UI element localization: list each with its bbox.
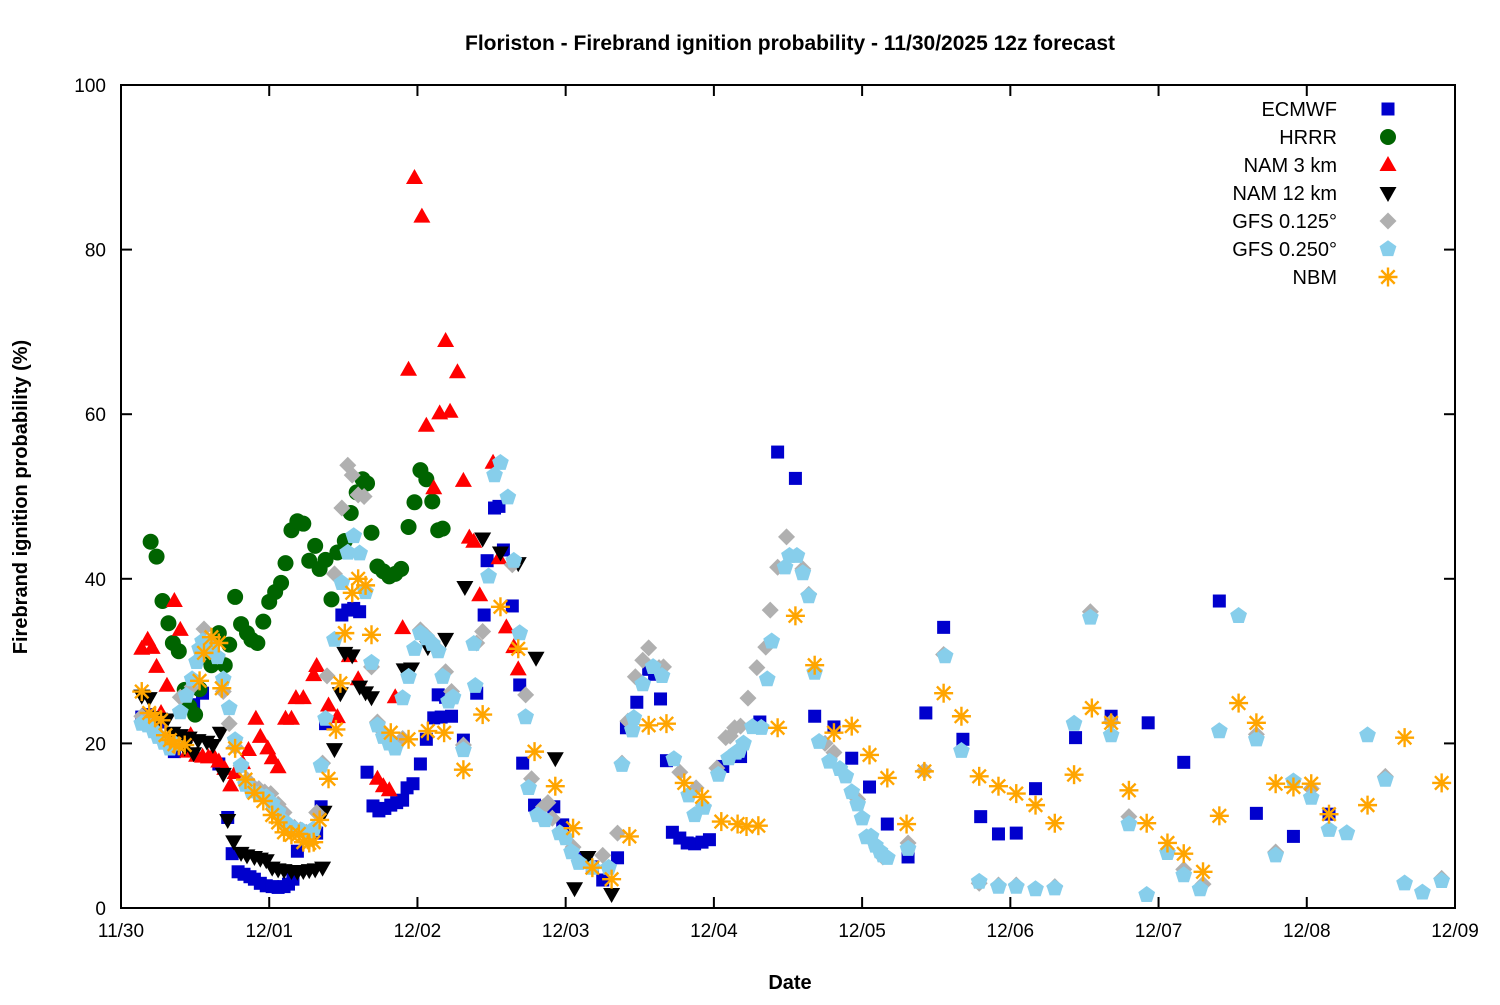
legend-entry-nbm: NBM (1293, 267, 1398, 289)
x-tick-label: 12/04 (690, 921, 738, 942)
plot-border (120, 84, 1456, 909)
legend-entry-gfs-0-125-: GFS 0.125° (1232, 211, 1397, 233)
plot-axes: 11/30 12/01 12/02 12/03 12/04 12/05 12/06 12/07… (74, 76, 1478, 942)
chart-title: Floriston - Firebrand ignition probabili… (465, 32, 1115, 55)
legend-marker-circle-icon (1380, 129, 1396, 145)
series-nbm (132, 569, 1452, 889)
y-tick-label: 80 (85, 241, 106, 262)
y-tick-label: 20 (85, 734, 106, 755)
legend-label: NAM 12 km (1233, 183, 1337, 205)
legend-label: GFS 0.250° (1232, 239, 1337, 261)
legend-marker-diamond-icon (1379, 212, 1397, 230)
y-axis-label: Firebrand ignition probability (%) (10, 340, 32, 654)
x-tick-label: 12/09 (1431, 921, 1479, 942)
y-tick-label: 0 (95, 899, 106, 920)
x-tick-label: 12/05 (838, 921, 886, 942)
legend-marker-triangle-up-icon (1379, 156, 1397, 171)
x-tick-label: 11/30 (98, 921, 144, 942)
series-gfs-0-125- (133, 456, 1451, 896)
data-series (132, 168, 1452, 904)
series-hrrr (142, 462, 451, 723)
legend: ECMWF HRRR NAM 3 km NAM 12 km GFS 0.125° GFS … (1232, 99, 1398, 289)
y-tick-label: 40 (85, 570, 106, 591)
x-tick-label: 12/07 (1135, 921, 1183, 942)
legend-entry-hrrr: HRRR (1279, 127, 1396, 149)
legend-label: HRRR (1279, 127, 1337, 149)
legend-label: NBM (1293, 267, 1337, 289)
legend-marker-square-icon (1381, 102, 1395, 116)
x-tick-label: 12/01 (245, 921, 293, 942)
legend-marker-triangle-down-icon (1379, 187, 1397, 202)
x-axis-label: Date (768, 972, 811, 994)
legend-marker-pentagon-icon (1379, 240, 1397, 257)
x-tick-label: 12/02 (394, 921, 442, 942)
legend-marker-asterisk-icon (1378, 267, 1398, 287)
legend-label: GFS 0.125° (1232, 211, 1337, 233)
legend-entry-nam-3-km: NAM 3 km (1244, 155, 1397, 177)
legend-label: NAM 3 km (1244, 155, 1337, 177)
legend-label: ECMWF (1261, 99, 1337, 121)
legend-entry-ecmwf: ECMWF (1261, 99, 1395, 121)
x-tick-label: 12/08 (1283, 921, 1331, 942)
x-tick-label: 12/03 (542, 921, 590, 942)
legend-entry-nam-12-km: NAM 12 km (1233, 183, 1397, 205)
y-tick-label: 100 (74, 76, 106, 97)
x-tick-label: 12/06 (987, 921, 1035, 942)
legend-entry-gfs-0-250-: GFS 0.250° (1232, 239, 1397, 261)
y-tick-label: 60 (85, 405, 106, 426)
